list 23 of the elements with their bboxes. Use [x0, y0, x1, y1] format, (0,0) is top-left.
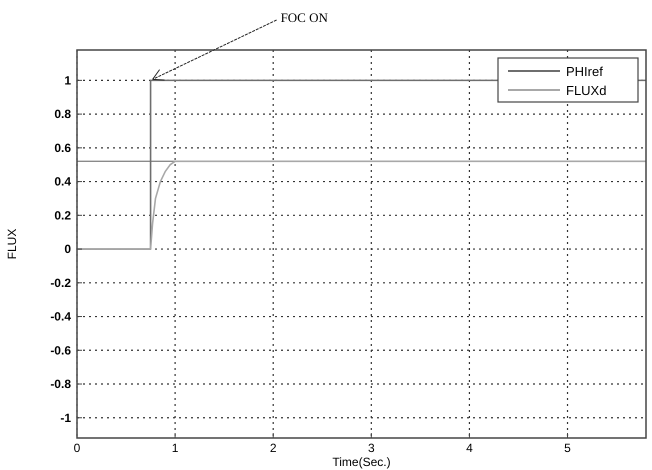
y-tick-label: 1 [64, 73, 72, 88]
y-tick-label: 0.6 [54, 140, 72, 155]
y-tick-label: -0.8 [50, 377, 72, 392]
x-tick-label: 4 [466, 441, 474, 455]
y-tick-label: 0 [64, 242, 72, 256]
x-axis-title: Time(Sec.) [332, 455, 391, 469]
y-tick-label: 0.2 [54, 208, 72, 222]
y-axis-title: FLUX [5, 228, 19, 260]
x-tick-label: 5 [564, 441, 572, 455]
x-tick-label: 2 [270, 441, 277, 455]
x-tick-label: 1 [172, 441, 179, 455]
x-tick-label: 0 [74, 441, 81, 455]
y-tick-label: -0.4 [50, 310, 72, 324]
x-tick-label: 3 [368, 441, 375, 455]
annotation: FOC ON [280, 10, 329, 25]
line-series [76, 160, 647, 250]
y-tick-label: 0.8 [54, 107, 72, 122]
y-tick-label: -0.6 [50, 343, 72, 358]
legend-label: FLUXd [566, 83, 606, 98]
y-tick-label: -1 [60, 410, 72, 425]
y-tick-label: -0.2 [50, 276, 72, 290]
legend-label: PHIref [566, 64, 604, 79]
y-tick-label: 0.4 [54, 174, 72, 189]
